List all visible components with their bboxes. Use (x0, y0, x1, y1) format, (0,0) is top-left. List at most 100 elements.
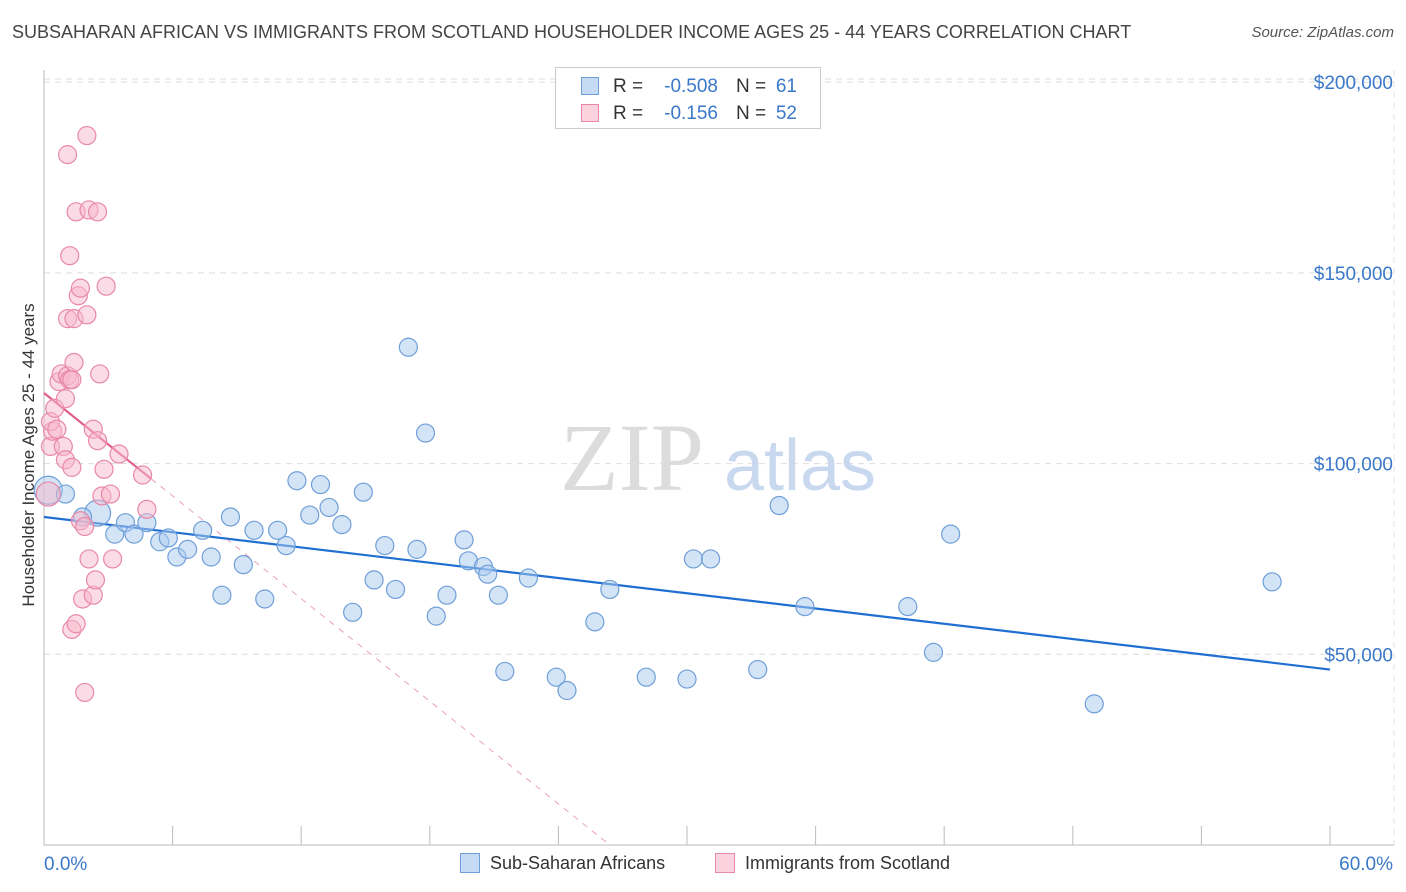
point-subsaharan (332, 514, 352, 535)
point-subsaharan (193, 520, 213, 540)
point-subsaharan (158, 528, 178, 548)
tick-labels: $50,000 $100,000 $150,000 $200,000 0.0% 60.0% (44, 73, 1393, 875)
point-subsaharan (769, 495, 789, 516)
point-subsaharan (178, 539, 198, 559)
point-subsaharan (212, 585, 232, 605)
point-scotland (55, 389, 76, 409)
series-legend-blue: Sub-Saharan Africans (460, 853, 665, 874)
point-subsaharan (677, 669, 697, 689)
legend-r-label: R = (613, 103, 644, 124)
point-subsaharan (941, 524, 961, 544)
point-subsaharan (233, 555, 253, 575)
watermark-zip: ZIP (560, 404, 704, 511)
series-label-blue: Sub-Saharan Africans (490, 853, 666, 873)
watermark: ZIP atlas (560, 404, 876, 511)
point-scotland (75, 516, 95, 537)
legend-swatch-blue (581, 77, 599, 95)
point-subsaharan (220, 507, 241, 527)
point-subsaharan (407, 539, 427, 559)
point-subsaharan (454, 530, 474, 550)
point-subsaharan (1084, 694, 1104, 714)
point-scotland (62, 370, 82, 390)
point-subsaharan (201, 547, 221, 567)
point-subsaharan (385, 579, 406, 600)
point-subsaharan (748, 659, 768, 680)
point-subsaharan (244, 520, 264, 540)
point-scotland (60, 246, 80, 266)
point-subsaharan (557, 680, 577, 701)
legend-r-value: -0.156 (664, 103, 718, 124)
point-scotland (79, 549, 99, 569)
point-scotland (85, 570, 106, 590)
point-subsaharan (488, 585, 508, 605)
point-subsaharan (310, 474, 331, 495)
point-scotland (87, 431, 108, 451)
point-subsaharan (343, 602, 363, 622)
data-points (33, 125, 1282, 714)
stats-legend: R = -0.508 N = 61 R = -0.156 N = 52 (555, 67, 821, 129)
point-scotland (132, 465, 153, 485)
x-tick-label-min: 0.0% (44, 854, 87, 875)
point-scotland (70, 278, 91, 298)
point-subsaharan (364, 570, 384, 590)
legend-swatch-pink (581, 104, 599, 122)
point-subsaharan (636, 667, 656, 687)
point-scotland (77, 305, 97, 325)
point-scotland (90, 364, 110, 384)
series-swatch-pink (715, 853, 735, 873)
point-subsaharan (518, 568, 538, 588)
point-subsaharan (255, 589, 275, 609)
legend-row-blue: R = -0.508 N = 61 (556, 74, 820, 100)
point-scotland (35, 481, 61, 507)
point-subsaharan (124, 524, 144, 544)
grid-lines (44, 70, 1395, 845)
legend-r-value: -0.508 (664, 76, 718, 97)
point-subsaharan (437, 585, 457, 605)
point-subsaharan (546, 667, 566, 687)
x-tick-label-max: 60.0% (1339, 854, 1393, 875)
y-tick-label: $100,000 (1314, 455, 1393, 476)
trendline-scotland (150, 478, 611, 846)
point-scotland (137, 499, 157, 519)
trendline-subsaharan (43, 515, 1331, 671)
point-scotland (94, 459, 114, 479)
point-subsaharan (287, 471, 307, 491)
y-tick-label: $200,000 (1314, 73, 1393, 94)
legend-n-label: N = (736, 103, 767, 124)
point-subsaharan (898, 597, 918, 617)
point-subsaharan (700, 549, 721, 569)
point-subsaharan (319, 497, 339, 518)
legend-r-label: R = (613, 76, 644, 97)
point-scotland (96, 276, 116, 296)
point-subsaharan (683, 549, 704, 569)
point-subsaharan (923, 642, 944, 662)
point-subsaharan (375, 535, 395, 556)
series-legend: Sub-Saharan Africans Immigrants from Sco… (0, 853, 1406, 877)
point-scotland (62, 457, 82, 477)
legend-row-pink: R = -0.156 N = 52 (556, 101, 820, 127)
point-scotland (87, 202, 108, 222)
legend-n-value: 52 (775, 103, 797, 124)
point-subsaharan (300, 505, 320, 525)
source-credit: Source: ZipAtlas.com (1251, 24, 1394, 41)
series-swatch-blue (460, 853, 480, 873)
point-scotland (75, 682, 95, 703)
axes (43, 70, 1394, 846)
legend-n-label: N = (736, 76, 767, 97)
point-subsaharan (353, 482, 373, 502)
point-subsaharan (268, 520, 288, 540)
point-subsaharan (600, 579, 620, 600)
point-scotland (47, 419, 67, 439)
point-scotland (66, 614, 86, 634)
y-axis-label: Householder Income Ages 25 - 44 years (19, 303, 38, 606)
point-scotland (100, 484, 121, 504)
point-subsaharan (585, 612, 605, 632)
watermark-atlas: atlas (724, 426, 876, 506)
chart-title: SUBSAHARAN AFRICAN VS IMMIGRANTS FROM SC… (12, 22, 1132, 42)
point-scotland (102, 549, 123, 569)
point-subsaharan (276, 535, 296, 556)
point-scotland (109, 444, 129, 464)
point-scotland (64, 352, 84, 373)
point-subsaharan (415, 423, 436, 443)
